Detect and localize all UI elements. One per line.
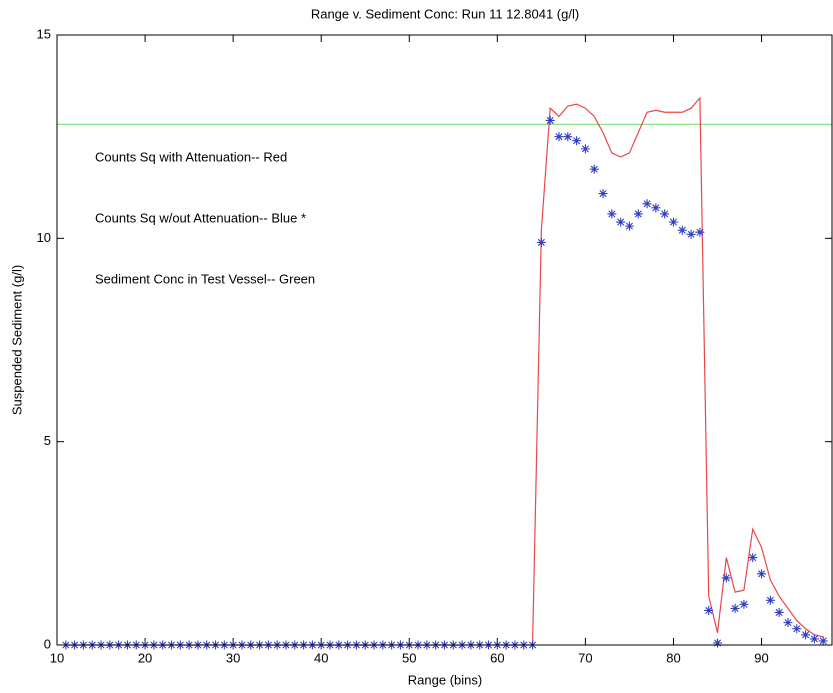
star-marker [713,638,723,648]
star-marker [704,605,714,615]
annotation: Counts Sq with Attenuation-- Red [95,149,287,164]
x-tick-label: 70 [578,650,592,665]
x-axis-label: Range (bins) [408,672,482,687]
x-tick-label: 90 [754,650,768,665]
star-marker [554,132,564,142]
annotation: Counts Sq w/out Attenuation-- Blue * [95,210,306,225]
star-marker [757,569,767,579]
x-tick-label: 80 [666,650,680,665]
star-marker [818,636,828,646]
star-marker [642,199,652,209]
star-marker [589,164,599,174]
plot-frame [56,34,833,646]
x-tick-label: 60 [490,650,504,665]
star-marker [616,217,626,227]
y-tick-label: 0 [44,636,51,651]
star-marker [792,624,802,634]
star-marker [536,237,546,247]
y-tick-label: 15 [37,26,51,41]
x-tick-label: 50 [402,650,416,665]
star-marker [607,209,617,219]
star-marker [598,189,608,199]
red-line [65,96,824,646]
y-tick-label: 10 [37,230,51,245]
x-tick-label: 10 [50,650,64,665]
chart-title: Range v. Sediment Conc: Run 11 12.8041 (… [311,6,579,21]
star-marker [572,136,582,146]
star-marker [739,599,749,609]
star-marker [783,618,793,628]
star-marker [730,603,740,613]
star-marker [765,595,775,605]
x-tick-label: 40 [314,650,328,665]
star-marker [580,144,590,154]
star-marker [686,229,696,239]
star-marker [774,607,784,617]
star-marker [677,225,687,235]
star-marker [668,217,678,227]
star-marker [660,209,670,219]
y-axis-label: Suspended Sediment (g/l) [9,265,24,415]
x-tick-label: 30 [226,650,240,665]
star-marker [633,209,643,219]
star-marker [801,630,811,640]
star-marker [721,573,731,583]
x-tick-label: 20 [138,650,152,665]
star-marker [651,203,661,213]
star-marker [809,634,819,644]
annotation: Sediment Conc in Test Vessel-- Green [95,271,315,286]
star-marker [695,227,705,237]
star-marker [545,115,555,125]
star-marker [748,553,758,563]
star-marker [624,221,634,231]
y-tick-label: 5 [44,433,51,448]
star-marker [563,132,573,142]
